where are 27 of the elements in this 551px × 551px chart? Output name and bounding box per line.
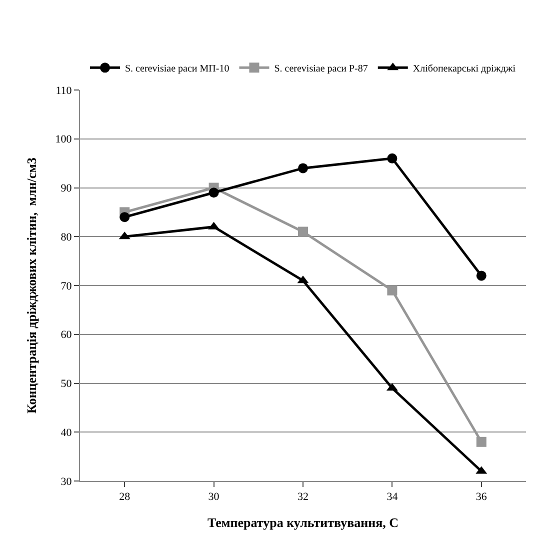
point [298,163,308,174]
y-tick-label: 80 [60,231,72,244]
y-tick-label: 40 [60,426,72,439]
x-tick-label: 36 [476,491,488,504]
x-tick-label: 30 [208,491,220,504]
legend-label: S. cerevisiae раси Р-87 [274,64,368,75]
y-tick-label: 50 [60,378,72,390]
point [120,212,130,222]
x-tick-label: 34 [386,491,398,504]
x-tick-label: 32 [298,491,308,504]
x-axis-title: Температура культитвування, С [207,514,399,530]
x-tick-label: 28 [119,491,131,504]
point [387,153,398,164]
point [208,188,219,198]
y-tick-label: 110 [56,84,72,97]
legend-label: Хлібопекарські дріжджі [412,64,516,75]
point [476,436,486,447]
y-tick-label: 30 [60,476,72,488]
y-tick-label: 70 [60,280,72,292]
y-tick-label: 90 [60,182,72,195]
y-tick-label: 100 [55,134,72,146]
legend-label: S. cerevisiae раси МП-10 [125,64,230,75]
y-axis-title: Концентрація дріжджових клітин, млн/см3 [24,156,40,414]
point [476,270,486,281]
point [298,226,308,237]
y-tick-label: 60 [60,329,72,342]
point [387,285,398,296]
